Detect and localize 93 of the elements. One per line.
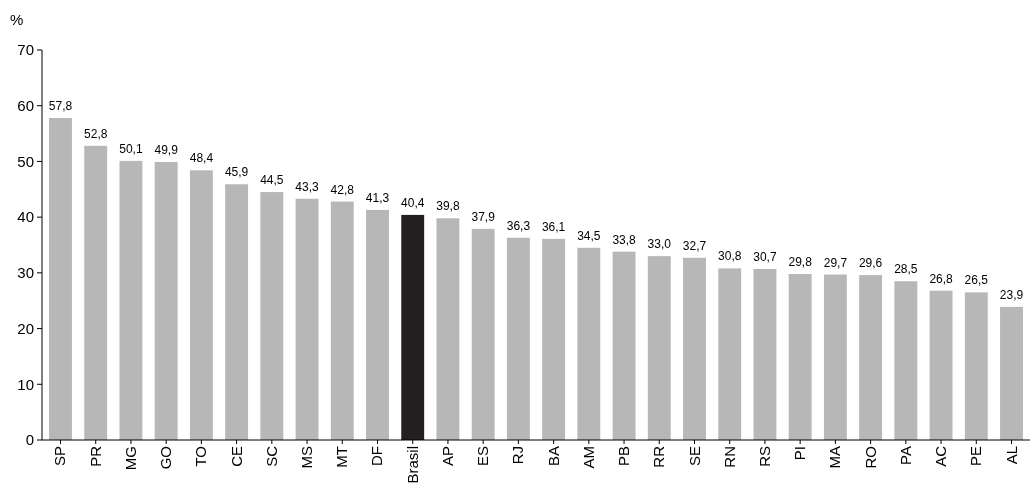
x-tick-label: TO	[192, 446, 210, 467]
data-label: 36,3	[506, 218, 531, 233]
x-tick-label: RJ	[509, 446, 527, 465]
data-label: 33,8	[612, 232, 637, 247]
bar	[859, 275, 883, 440]
y-axis-title: %	[10, 11, 24, 28]
x-tick-label: SC	[262, 445, 280, 467]
data-label: 48,4	[189, 151, 214, 166]
bar	[1000, 306, 1023, 440]
bar	[49, 117, 72, 440]
bar	[788, 273, 812, 440]
data-label: 45,9	[224, 165, 249, 180]
data-label: 36,1	[541, 219, 566, 234]
bar	[647, 256, 671, 440]
bar	[612, 251, 636, 440]
bar	[84, 145, 108, 440]
data-label: 26,5	[964, 273, 989, 288]
x-tick-label: Brasil	[403, 446, 421, 484]
x-tick-label: PB	[615, 446, 633, 467]
x-tick-label: MT	[333, 446, 351, 468]
data-label: 49,9	[154, 142, 179, 157]
bar	[929, 290, 953, 440]
data-label: 23,9	[999, 287, 1024, 302]
bar	[295, 198, 319, 440]
x-tick-label: GO	[157, 446, 175, 470]
data-label: 34,5	[577, 228, 601, 243]
x-tick-label: PA	[896, 446, 914, 465]
data-label: 29,6	[858, 256, 883, 271]
data-label: 30,8	[718, 249, 742, 264]
data-label: 30,7	[753, 249, 777, 264]
data-label: 28,5	[894, 262, 918, 277]
bar	[471, 228, 495, 440]
data-label: 40,4	[401, 195, 425, 210]
data-label: 29,8	[788, 254, 813, 269]
x-tick-label: RR	[650, 445, 668, 468]
x-tick-label: RO	[861, 446, 879, 469]
data-label: 44,5	[260, 173, 284, 188]
bar	[189, 170, 213, 440]
bar	[753, 268, 777, 440]
x-tick-label: MA	[826, 446, 844, 469]
y-tick-label: 50	[17, 152, 34, 170]
y-tick-label: 70	[17, 41, 34, 59]
x-tick-label: AM	[579, 446, 597, 469]
x-tick-label: RN	[720, 446, 738, 468]
data-label: 39,8	[436, 199, 460, 214]
x-tick-label: BA	[544, 446, 562, 467]
bar	[260, 192, 284, 440]
bar	[964, 292, 988, 440]
bar	[225, 184, 249, 440]
x-tick-label: SP	[51, 446, 69, 467]
x-tick-label: CE	[227, 446, 245, 467]
data-label: 29,7	[823, 255, 848, 270]
bar	[330, 201, 354, 440]
data-label: 43,3	[295, 179, 320, 194]
x-tick-label: SE	[685, 446, 703, 467]
data-label: 37,9	[471, 209, 496, 224]
data-label: 41,3	[365, 190, 390, 205]
data-label: 52,8	[84, 126, 108, 141]
y-tick-label: 40	[17, 208, 34, 226]
x-tick-label: PI	[791, 446, 809, 461]
y-tick-label: 30	[17, 264, 34, 282]
x-tick-label: AL	[1002, 446, 1020, 465]
data-label: 57,8	[48, 98, 73, 113]
x-tick-label: MS	[298, 446, 316, 469]
x-tick-label: DF	[368, 446, 386, 466]
data-label: 26,8	[929, 271, 954, 286]
x-tick-label: PE	[967, 446, 985, 467]
data-label: 42,8	[330, 182, 355, 197]
x-tick-label: PR	[86, 445, 104, 467]
x-tick-label: AP	[438, 446, 456, 467]
x-tick-label: AC	[932, 445, 950, 467]
bar	[154, 161, 178, 440]
x-tick-label: RS	[755, 446, 773, 467]
data-label: 50,1	[119, 141, 143, 156]
bar	[436, 218, 460, 440]
bar	[894, 281, 918, 440]
y-tick-label: 0	[25, 431, 34, 449]
bar	[506, 237, 530, 440]
bar	[577, 247, 601, 440]
bar	[683, 257, 706, 440]
bar	[718, 268, 742, 440]
bar	[366, 209, 389, 440]
bar	[823, 274, 847, 440]
x-tick-label: MG	[121, 446, 139, 471]
y-tick-label: 60	[17, 96, 34, 114]
bar	[542, 238, 566, 440]
data-label: 33,0	[647, 237, 672, 252]
bar	[401, 214, 425, 440]
y-tick-label: 20	[17, 319, 34, 337]
x-tick-label: ES	[474, 446, 492, 467]
data-label: 32,7	[682, 238, 707, 253]
y-tick-label: 10	[17, 375, 34, 393]
bar	[119, 160, 143, 440]
